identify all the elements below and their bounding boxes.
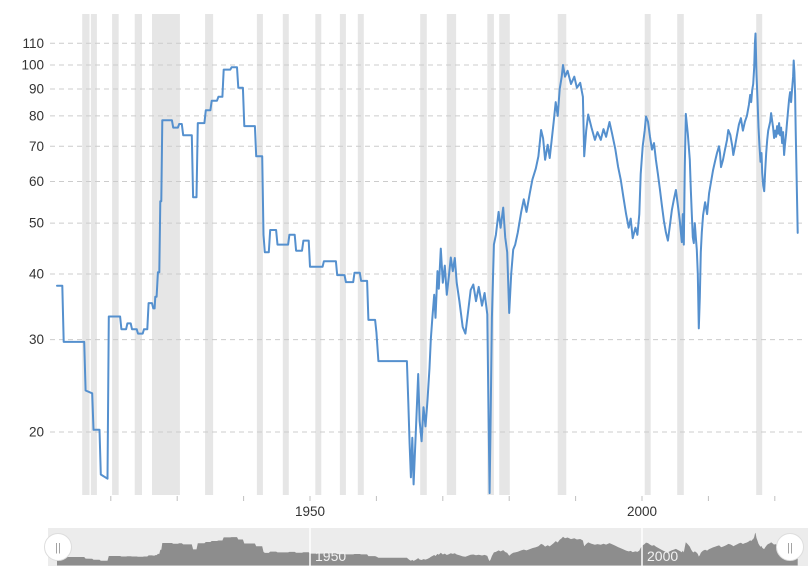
- recession-band: [90, 14, 97, 495]
- navigator-left-handle[interactable]: ||: [44, 533, 72, 561]
- navigator-year-label: 1950: [315, 548, 346, 564]
- navigator-year-label: 2000: [647, 548, 678, 564]
- recession-band: [315, 14, 322, 495]
- recession-band: [205, 14, 214, 495]
- x-axis-labels: 1950 2000: [295, 504, 657, 519]
- y-tick-label: 30: [29, 332, 44, 347]
- handle-circle[interactable]: [776, 533, 804, 561]
- y-tick-label: 80: [29, 108, 44, 123]
- recession-band: [756, 14, 763, 495]
- y-tick-label: 50: [29, 216, 44, 231]
- recession-band: [82, 14, 90, 495]
- recession-band: [134, 14, 142, 495]
- x-tick-label: 2000: [627, 504, 657, 519]
- series-line[interactable]: [56, 32, 799, 495]
- recession-band: [152, 14, 180, 495]
- navigator-area-preview[interactable]: [57, 532, 798, 566]
- recession-band: [557, 14, 567, 495]
- recession-band: [282, 14, 289, 495]
- y-tick-label: 20: [29, 425, 44, 440]
- x-tick-label: 1950: [295, 504, 325, 519]
- drag-handle-icon: ||: [787, 542, 793, 554]
- ratio-line-series[interactable]: [56, 32, 799, 495]
- recession-band: [644, 14, 651, 495]
- recession-band: [420, 14, 427, 495]
- y-tick-label: 110: [22, 36, 44, 51]
- recession-band: [339, 14, 346, 495]
- y-tick-label: 60: [29, 174, 44, 189]
- recession-band: [677, 14, 684, 495]
- y-tick-label: 90: [29, 82, 44, 97]
- recession-band: [357, 14, 364, 495]
- recession-band: [256, 14, 263, 495]
- recession-band: [487, 14, 494, 495]
- x-axis-decade-ticks: [110, 496, 776, 501]
- y-axis-labels: 110 100 90 80 70 60 50 40 30 20: [21, 36, 44, 440]
- drag-handle-icon: ||: [55, 542, 61, 554]
- navigator-range-selector[interactable]: 1950 2000 || ||: [44, 528, 808, 566]
- recession-band: [499, 14, 510, 495]
- recession-band: [112, 14, 119, 495]
- y-tick-label: 70: [29, 139, 44, 154]
- recession-band: [446, 14, 457, 495]
- y-tick-label: 40: [29, 267, 44, 282]
- navigator-right-handle[interactable]: ||: [776, 533, 804, 561]
- handle-circle[interactable]: [44, 533, 72, 561]
- recession-bands: [82, 14, 763, 495]
- y-tick-label: 100: [21, 58, 44, 73]
